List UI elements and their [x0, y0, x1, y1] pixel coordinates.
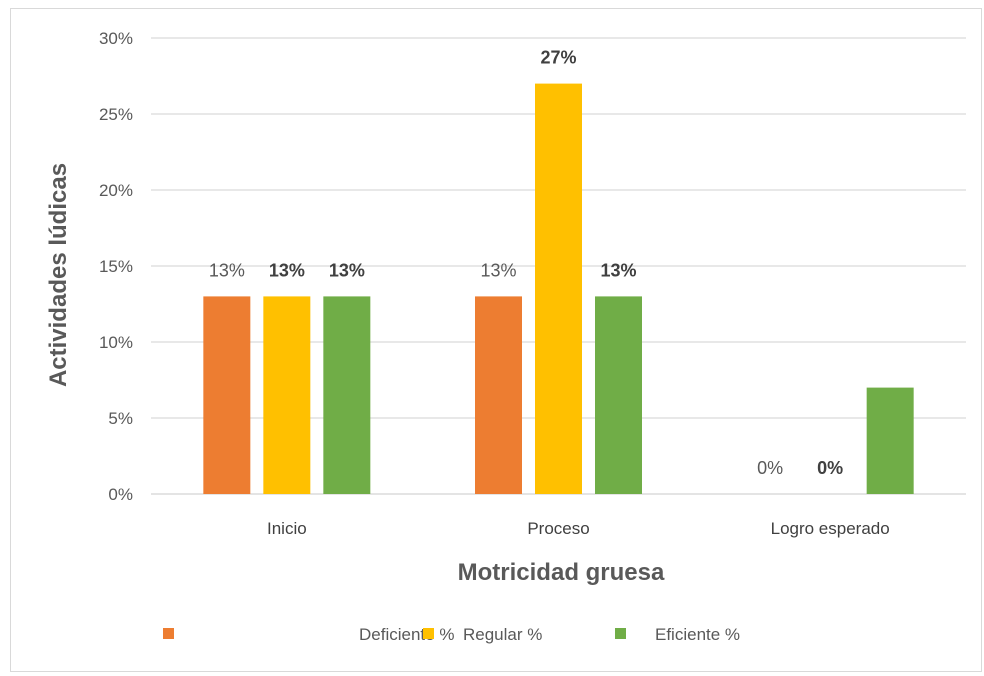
data-label: 13% — [269, 260, 305, 280]
x-axis-title: Motricidad gruesa — [458, 559, 665, 586]
bar — [263, 296, 311, 494]
chart-frame: 0% 5% 10% 15% 20% 25% 30% 13% 13% 13% 13% 27% 13% 0%… — [10, 8, 982, 672]
data-label: 27% — [540, 48, 576, 68]
y-tick-label: 25% — [99, 105, 133, 124]
data-label: 13% — [600, 260, 636, 280]
bar — [203, 296, 251, 494]
y-tick-label: 0% — [108, 485, 133, 504]
data-label: 0% — [817, 458, 843, 478]
data-label: 13% — [480, 260, 516, 280]
y-tick-label: 15% — [99, 257, 133, 276]
data-labels: 13% 13% 13% 13% 27% 13% 0% 0% — [209, 48, 843, 478]
data-label: 13% — [329, 260, 365, 280]
legend: Deficiente % Regular % Eficiente % — [163, 625, 740, 644]
y-axis-title: Actividades lúdicas — [45, 163, 72, 387]
bar — [866, 387, 914, 494]
legend-swatch — [423, 628, 434, 639]
data-label: 13% — [209, 260, 245, 280]
bar-chart: 0% 5% 10% 15% 20% 25% 30% 13% 13% 13% 13% 27% 13% 0%… — [45, 29, 966, 644]
legend-label: Deficiente % — [359, 625, 454, 644]
legend-swatch — [615, 628, 626, 639]
category-label: Inicio — [267, 519, 307, 538]
y-tick-label: 5% — [108, 409, 133, 428]
category-labels: Inicio Proceso Logro esperado — [267, 519, 890, 538]
y-tick-labels: 0% 5% 10% 15% 20% 25% 30% — [99, 29, 133, 504]
category-label: Logro esperado — [771, 519, 890, 538]
bar — [535, 83, 582, 494]
legend-swatch — [163, 628, 174, 639]
bars — [203, 83, 914, 494]
bar — [595, 296, 642, 494]
legend-label: Regular % — [463, 625, 542, 644]
y-tick-label: 20% — [99, 181, 133, 200]
category-label: Proceso — [527, 519, 589, 538]
bar — [323, 296, 371, 494]
y-tick-label: 10% — [99, 333, 133, 352]
legend-label: Eficiente % — [655, 625, 740, 644]
y-tick-label: 30% — [99, 29, 133, 48]
data-label: 0% — [757, 458, 783, 478]
bar — [475, 296, 522, 494]
